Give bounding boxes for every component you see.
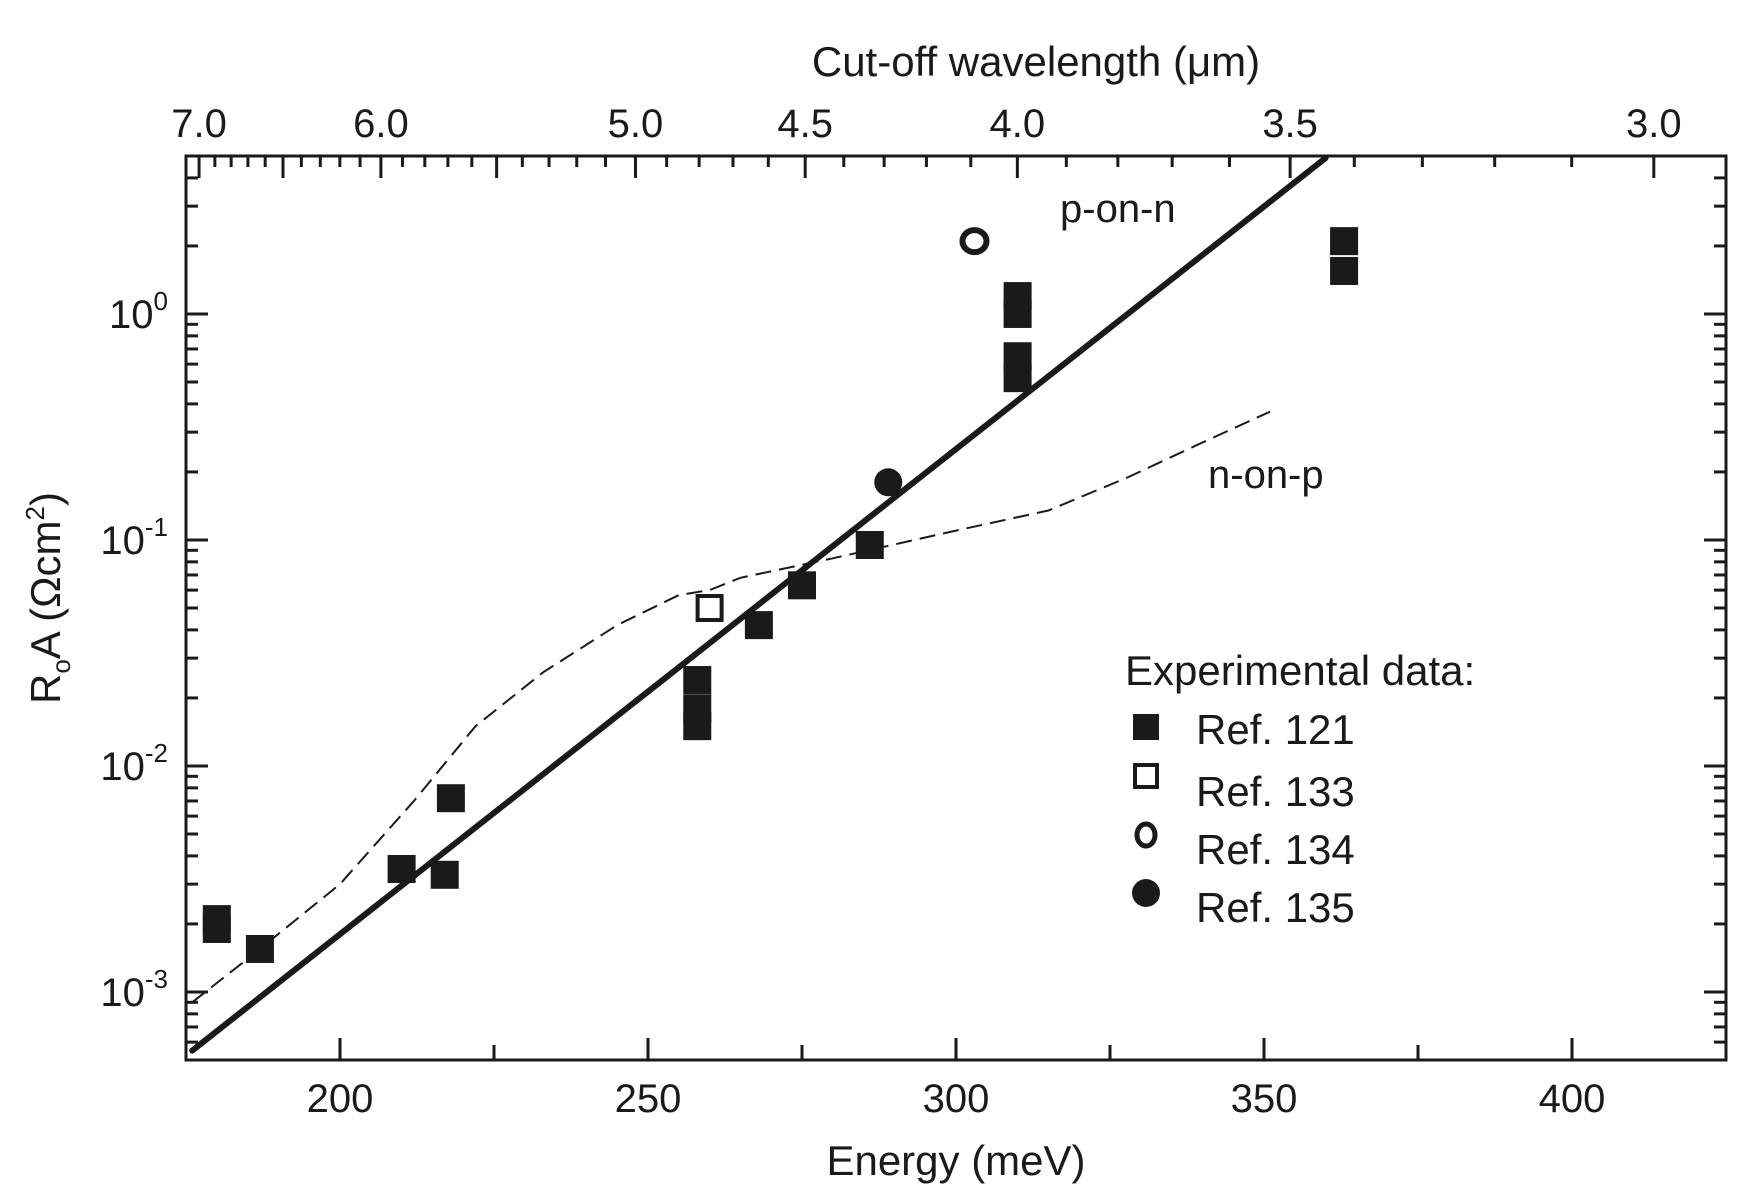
point-ref-121	[683, 666, 712, 695]
top-tick-label: 3.5	[1262, 102, 1318, 146]
point-ref-121	[744, 611, 773, 640]
point-ref-133	[695, 594, 724, 622]
x-axis-title: Energy (meV)	[826, 1137, 1085, 1184]
y-tick-label: 10-3	[100, 964, 168, 1015]
minor-ticks	[186, 154, 1726, 1062]
x-tick-label: 200	[307, 1077, 374, 1121]
curve-n-on-p	[191, 410, 1271, 1004]
curve-label-p-on-n: p-on-n	[1060, 187, 1176, 231]
top-tick-label: 4.0	[990, 102, 1046, 146]
y-axis-title-superscript: 2	[20, 506, 50, 520]
top-tick-labels: 7.0 6.0 5.0 4.5 4.0 3.5 3.0	[171, 102, 1681, 146]
x-tick-label: 300	[923, 1077, 990, 1121]
top-tick-label: 6.0	[353, 102, 409, 146]
x-tick-labels: 200 250 300 350 400	[307, 1077, 1606, 1121]
point-ref-121	[430, 860, 459, 889]
top-tick-label: 7.0	[171, 102, 227, 146]
y-axis-title-subscript: o	[46, 659, 76, 673]
point-ref-134	[959, 227, 990, 256]
point-ref-121	[245, 934, 274, 963]
y-axis-title-mid: A (Ωcm	[22, 520, 69, 659]
point-ref-121	[788, 571, 816, 600]
y-tick-label: 10-1	[100, 512, 168, 563]
curves	[189, 155, 1329, 1054]
legend-marker-ref-121	[1133, 714, 1159, 740]
top-axis-title: Cut-off wavelength (μm)	[812, 38, 1260, 85]
point-ref-121	[202, 914, 231, 943]
y-axis-title: RoA (Ωcm2)	[20, 492, 76, 704]
point-ref-121	[1003, 299, 1032, 328]
y-tick-label: 100	[109, 286, 168, 337]
point-ref-135	[874, 468, 903, 497]
top-tick-label: 3.0	[1626, 102, 1682, 146]
legend-label-ref-133: Ref. 133	[1196, 768, 1355, 815]
point-ref-121	[1330, 256, 1359, 285]
y-axis-title-main: R	[22, 674, 69, 704]
legend-marker-ref-133	[1133, 763, 1159, 789]
x-tick-label: 250	[615, 1077, 682, 1121]
top-tick-label: 4.5	[777, 102, 833, 146]
point-ref-121	[387, 855, 416, 884]
y-axis-title-end: )	[22, 492, 69, 506]
legend: Experimental data: Ref. 121 Ref. 133 Ref…	[1125, 647, 1475, 931]
plot-frame	[184, 154, 1728, 1062]
point-ref-121	[683, 712, 712, 741]
y-tick-label: 10-2	[100, 738, 168, 789]
point-ref-121	[1003, 364, 1032, 393]
x-tick-label: 350	[1231, 1077, 1298, 1121]
major-ticks	[186, 156, 1726, 1060]
legend-title: Experimental data:	[1125, 647, 1475, 694]
legend-label-ref-135: Ref. 135	[1196, 884, 1355, 931]
point-ref-121	[855, 531, 884, 560]
point-ref-121	[1330, 227, 1359, 256]
svg-text:RoA (Ωcm2): RoA (Ωcm2)	[20, 492, 76, 704]
curve-label-n-on-p: n-on-p	[1208, 453, 1324, 497]
legend-label-ref-121: Ref. 121	[1196, 706, 1355, 753]
top-tick-label: 5.0	[608, 102, 664, 146]
legend-marker-ref-135	[1132, 879, 1160, 907]
x-tick-label: 400	[1539, 1077, 1606, 1121]
markers	[202, 227, 1359, 963]
point-ref-121	[436, 784, 465, 813]
legend-marker-ref-134	[1134, 821, 1158, 849]
y-tick-labels: 10-3 10-2 10-1 100	[100, 286, 168, 1015]
curve-p-on-n	[189, 155, 1329, 1054]
legend-label-ref-134: Ref. 134	[1196, 826, 1355, 873]
